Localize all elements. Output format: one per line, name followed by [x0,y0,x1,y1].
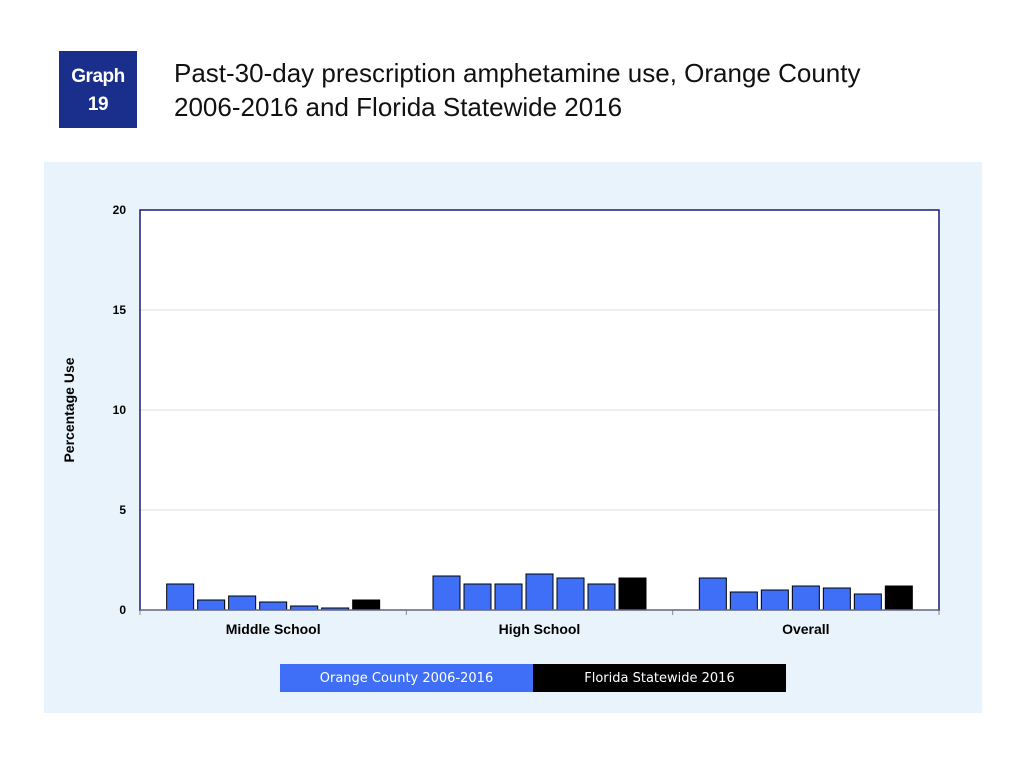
bar-orange-county [494,583,523,611]
bar-orange-county [432,575,461,611]
bar-orange-county [259,601,288,611]
badge-number: 19 [87,94,109,115]
chart-panel: 0 5 10 15 20 Percentage Use Middle School High … [44,162,982,713]
x-category-label: Overall [782,621,829,637]
bar-orange-county [698,577,727,611]
y-tick-label: 5 [119,503,126,517]
legend-label-orange-county: Orange County 2006-2016 [319,670,494,686]
legend-label-florida-statewide: Florida Statewide 2016 [584,670,735,686]
title-line-2: 2006-2016 and Florida Statewide 2016 [174,92,623,122]
bar-orange-county [463,583,492,611]
page-title: Past-30-day prescription amphetamine use… [174,56,994,124]
bar-orange-county [791,585,820,611]
bar-orange-county [525,573,554,611]
graph-number-badge: Graph 19 [59,51,137,128]
y-tick-label: 15 [113,303,127,317]
bar-orange-county [556,577,585,611]
y-tick-label: 0 [119,603,126,617]
bar-orange-county [729,591,758,611]
bar-orange-county [587,583,616,611]
y-tick-label: 10 [113,403,127,417]
bar-florida-statewide [884,585,913,611]
bar-florida-statewide [352,599,381,611]
bar-chart: 0 5 10 15 20 Percentage Use Middle School High … [61,203,940,637]
bar-orange-county [853,593,882,611]
bar-orange-county [760,589,789,611]
chart-legend: Orange County 2006-2016 Florida Statewid… [280,664,786,692]
bar-orange-county [822,587,851,611]
badge-label: Graph [71,66,125,87]
bar-orange-county [166,583,195,611]
y-tick-label: 20 [113,203,127,217]
bar-florida-statewide [618,577,647,611]
legend-item-florida-statewide: Florida Statewide 2016 [533,664,786,692]
y-axis-title: Percentage Use [61,357,77,462]
x-category-label: Middle School [226,621,321,637]
title-line-1: Past-30-day prescription amphetamine use… [174,58,861,88]
bar-orange-county [228,595,257,611]
legend-item-orange-county: Orange County 2006-2016 [280,664,533,692]
x-category-label: High School [499,621,581,637]
bar-orange-county [197,599,226,611]
